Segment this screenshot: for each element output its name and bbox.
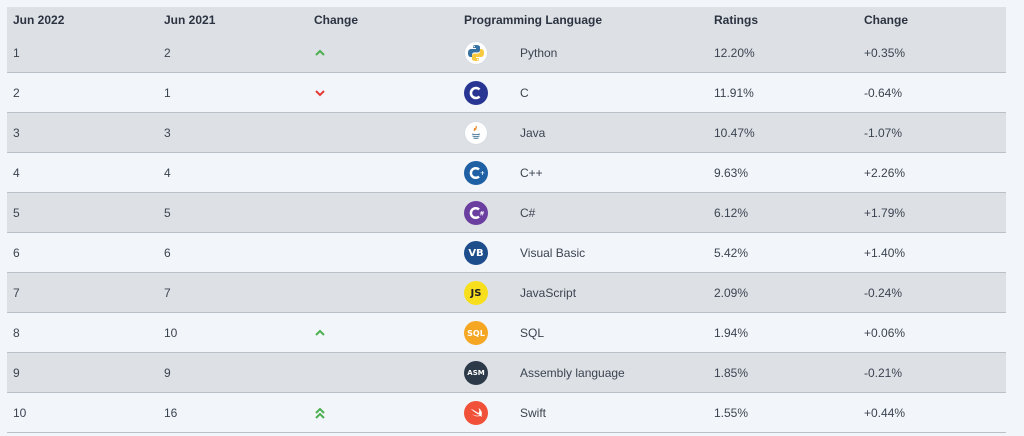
visual-basic-icon: VB (464, 241, 488, 265)
rank-jun-2021: 4 (164, 165, 171, 180)
rating-change-value: +0.06% (864, 325, 906, 340)
rating-change-value: +2.26% (864, 165, 906, 180)
rank-jun-2022: 5 (13, 205, 20, 220)
logo-label: SQL (467, 328, 485, 338)
rank-jun-2021: 10 (164, 325, 178, 340)
rank-jun-2022: 4 (13, 165, 20, 180)
rank-down-icon (314, 73, 326, 112)
header-programming-language[interactable]: Programming Language (464, 13, 603, 27)
tiobe-index-table: Jun 2022 Jun 2021 Change Programming Lan… (7, 7, 1006, 433)
language-name[interactable]: SQL (520, 325, 545, 340)
rating-value: 11.91% (714, 85, 754, 100)
rank-jun-2022: 6 (13, 245, 20, 260)
language-name[interactable]: Java (520, 125, 546, 140)
rating-value: 6.12% (714, 205, 749, 220)
table-row: 1 2 Python 12.20% +0.35% (7, 33, 1006, 73)
header-jun-2022[interactable]: Jun 2022 (13, 13, 65, 27)
sql-icon: SQL (464, 321, 488, 345)
logo-label: VB (468, 247, 484, 259)
rating-change-value: +1.40% (864, 245, 906, 260)
table-body: 1 2 Python 12.20% +0.35% 2 1 C 11.91% -0.64% 3 3 Jav… (7, 33, 1006, 433)
rating-change-value: -0.64% (864, 85, 903, 100)
rank-jun-2022: 7 (13, 285, 20, 300)
rating-change-value: +0.44% (864, 405, 906, 420)
header-ratings[interactable]: Ratings (714, 13, 759, 27)
rating-value: 5.42% (714, 245, 749, 260)
assembly-icon: ASM (464, 361, 488, 385)
rank-up-icon (314, 313, 326, 352)
rating-change-value: -0.21% (864, 365, 903, 380)
rank-jun-2021: 9 (164, 365, 171, 380)
javascript-icon: JS (464, 281, 488, 305)
java-icon (464, 121, 488, 145)
table-row: 7 7 JS JavaScript 2.09% -0.24% (7, 273, 1006, 313)
language-name[interactable]: Assembly language (520, 365, 625, 380)
table-row: 8 10 SQL SQL 1.94% +0.06% (7, 313, 1006, 353)
language-name[interactable]: C (520, 85, 529, 100)
rank-jun-2021: 3 (164, 125, 171, 140)
table-header-row: Jun 2022 Jun 2021 Change Programming Lan… (7, 7, 1006, 33)
rank-jun-2022: 8 (13, 325, 20, 340)
rank-jun-2022: 10 (13, 405, 27, 420)
rating-change-value: +0.35% (864, 45, 906, 60)
table-row: 9 9 ASM Assembly language 1.85% -0.21% (7, 353, 1006, 393)
rank-jun-2021: 16 (164, 405, 178, 420)
rank-jun-2021: 1 (164, 85, 171, 100)
header-rank-change[interactable]: Change (314, 13, 359, 27)
swift-icon (464, 401, 488, 425)
language-name[interactable]: JavaScript (520, 285, 577, 300)
svg-text:#: # (480, 211, 485, 218)
language-name[interactable]: Visual Basic (520, 245, 586, 260)
rank-double-up-icon (314, 393, 326, 432)
rank-jun-2021: 6 (164, 245, 171, 260)
rank-jun-2021: 2 (164, 45, 171, 60)
header-rating-change[interactable]: Change (864, 13, 909, 27)
logo-label: JS (470, 287, 482, 299)
rating-value: 12.20% (714, 45, 755, 60)
table-row: 5 5 # C# 6.12% +1.79% (7, 193, 1006, 233)
rating-change-value: +1.79% (864, 205, 906, 220)
rating-value: 1.94% (714, 325, 749, 340)
rank-jun-2021: 5 (164, 205, 171, 220)
rating-value: 10.47% (714, 125, 755, 140)
rating-value: 1.85% (714, 365, 749, 380)
table-row: 6 6 VB Visual Basic 5.42% +1.40% (7, 233, 1006, 273)
python-icon (464, 41, 488, 65)
table-row: 4 4 + C++ 9.63% +2.26% (7, 153, 1006, 193)
rank-jun-2022: 2 (13, 85, 20, 100)
rank-jun-2022: 3 (13, 125, 20, 140)
cpp-icon: + (464, 161, 488, 185)
svg-text:+: + (480, 170, 485, 177)
rating-value: 1.55% (714, 405, 749, 420)
rating-value: 9.63% (714, 165, 749, 180)
table-row: 2 1 C 11.91% -0.64% (7, 73, 1006, 113)
table-row: 3 3 Java 10.47% -1.07% (7, 113, 1006, 153)
rating-change-value: -1.07% (864, 125, 903, 140)
rating-value: 2.09% (714, 285, 749, 300)
rating-change-value: -0.24% (864, 285, 903, 300)
rank-up-icon (314, 33, 326, 72)
table-row: 10 16 Swift 1.55% +0.44% (7, 393, 1006, 433)
language-name[interactable]: C++ (520, 165, 543, 180)
header-jun-2021[interactable]: Jun 2021 (164, 13, 216, 27)
logo-label: ASM (467, 369, 485, 377)
rank-jun-2021: 7 (164, 285, 171, 300)
language-name[interactable]: C# (520, 205, 536, 220)
language-name[interactable]: Python (520, 45, 558, 60)
rank-jun-2022: 1 (13, 45, 20, 60)
c-icon (464, 81, 488, 105)
csharp-icon: # (464, 201, 488, 225)
rank-jun-2022: 9 (13, 365, 20, 380)
language-name[interactable]: Swift (520, 405, 547, 420)
